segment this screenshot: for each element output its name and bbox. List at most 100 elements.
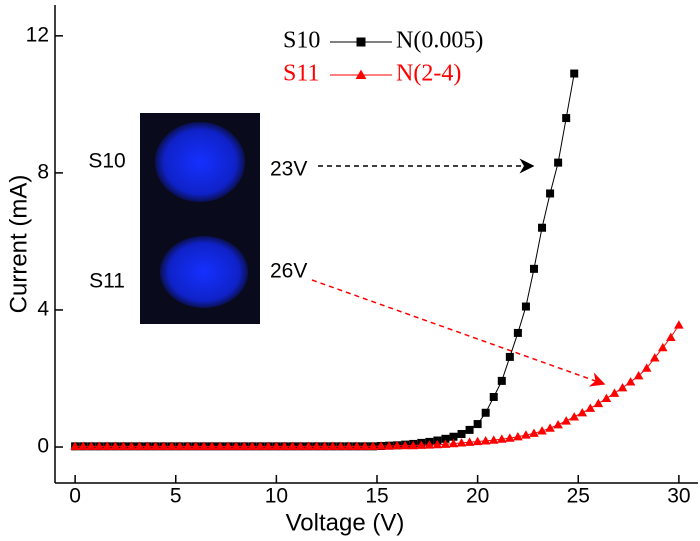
marker [183,441,193,450]
marker [231,441,241,450]
marker [601,393,612,402]
inset-label: S11 [89,270,125,293]
y-tick-label: 4 [37,298,49,321]
marker [279,441,290,450]
marker [223,441,233,450]
marker [327,441,338,450]
marker [545,423,555,432]
marker [537,426,547,435]
marker [641,363,652,372]
marker [456,438,467,447]
marker [239,441,249,450]
marker [496,434,507,443]
marker [489,392,498,401]
marker [521,430,531,439]
marker [319,441,330,450]
marker [513,431,523,441]
x-axis-label: Voltage (V) [286,509,405,536]
marker [554,158,563,167]
marker [569,412,580,421]
marker [577,407,588,417]
marker [199,441,209,450]
annotation-arrow [311,279,606,387]
marker [344,441,354,450]
marker [666,332,676,341]
x-tick-label: 5 [170,485,182,508]
marker [384,441,394,450]
marker [513,328,522,337]
marker [441,434,450,443]
annotation: 26V [270,260,307,283]
marker [473,420,482,429]
marker [142,441,153,450]
y-tick-label: 8 [37,160,49,183]
marker [521,302,530,311]
marker [118,441,129,450]
marker [674,320,684,329]
legend-sample: N(2-4) [396,61,461,87]
marker [311,441,322,450]
marker [247,441,258,450]
y-tick-label: 0 [37,435,49,458]
marker [570,69,579,78]
y-axis-label: Current (mA) [5,175,32,314]
marker [561,416,571,425]
inset-photo [140,113,260,324]
marker [215,441,225,450]
marker [424,440,435,449]
marker [480,436,491,445]
marker [295,441,306,450]
marker [562,114,571,123]
marker [352,441,362,450]
marker [546,189,555,198]
y-tick-label: 12 [26,23,49,46]
marker [538,223,547,232]
marker [86,441,97,450]
marker [488,435,499,444]
marker [78,441,88,450]
marker [287,441,298,450]
marker [529,264,538,273]
marker [102,441,113,450]
marker [126,441,137,450]
x-tick-label: 0 [69,485,81,508]
x-tick-label: 15 [365,485,388,508]
marker [191,441,201,450]
marker [497,376,506,385]
marker [376,441,386,450]
marker [657,342,668,352]
marker [553,419,563,429]
inset-label: S10 [88,150,125,173]
marker [360,441,370,450]
marker [134,441,145,450]
legend-sample: N(0.005) [396,28,483,54]
marker [408,440,419,450]
marker [505,352,514,361]
marker [633,370,644,380]
legend-label: S10 [283,28,320,54]
marker [400,440,410,450]
marker [617,382,628,392]
marker [457,430,466,439]
marker [465,425,474,434]
marker [464,437,475,446]
marker [481,408,490,417]
marker [440,439,451,448]
marker [335,441,346,450]
x-tick-label: 25 [567,485,590,508]
marker [505,433,515,442]
marker [529,428,539,437]
marker [110,441,121,450]
marker [449,432,458,441]
marker [166,441,177,450]
marker [649,353,660,362]
marker [174,441,185,450]
series-line [75,324,680,447]
marker [585,403,596,412]
marker [609,388,620,397]
marker [368,441,378,450]
marker [263,441,274,450]
marker [432,439,443,449]
marker [448,438,459,448]
